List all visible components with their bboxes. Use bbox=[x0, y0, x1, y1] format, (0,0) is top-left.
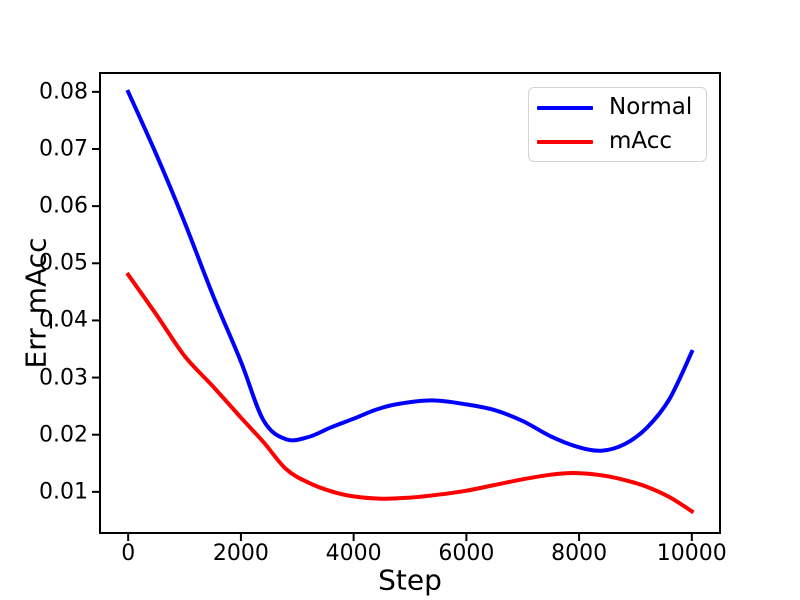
x-tick-label: 10000 bbox=[656, 541, 727, 566]
x-tick-label: 2000 bbox=[212, 541, 269, 566]
plot-frame bbox=[99, 72, 721, 534]
y-tick-label: 0.07 bbox=[39, 136, 88, 162]
x-tick-label: 4000 bbox=[325, 541, 382, 566]
legend-label: mAcc bbox=[609, 128, 673, 154]
y-axis-label: Err_mAcc bbox=[19, 237, 53, 369]
legend-label: Normal bbox=[609, 94, 693, 120]
y-tick-label: 0.05 bbox=[39, 250, 88, 276]
x-axis-label: Step bbox=[378, 563, 442, 597]
legend-entry-normal: Normal bbox=[529, 91, 706, 125]
x-tick-label: 8000 bbox=[551, 541, 608, 566]
y-tick-label: 0.03 bbox=[39, 365, 88, 391]
series-line-normal bbox=[125, 89, 695, 453]
y-tick-label: 0.02 bbox=[39, 422, 88, 448]
series-line-macc bbox=[125, 271, 695, 515]
x-tick-label: 6000 bbox=[438, 541, 495, 566]
y-tick-label: 0.04 bbox=[39, 307, 88, 333]
y-tick-label: 0.01 bbox=[39, 479, 88, 505]
legend-entry-macc: mAcc bbox=[529, 125, 706, 159]
y-tick-label: 0.08 bbox=[39, 79, 88, 105]
legend-line-icon bbox=[537, 139, 593, 144]
x-tick-label: 0 bbox=[121, 541, 136, 566]
legend-line-icon bbox=[537, 105, 593, 110]
legend: Normal mAcc bbox=[528, 87, 707, 162]
y-tick-label: 0.06 bbox=[39, 193, 88, 219]
